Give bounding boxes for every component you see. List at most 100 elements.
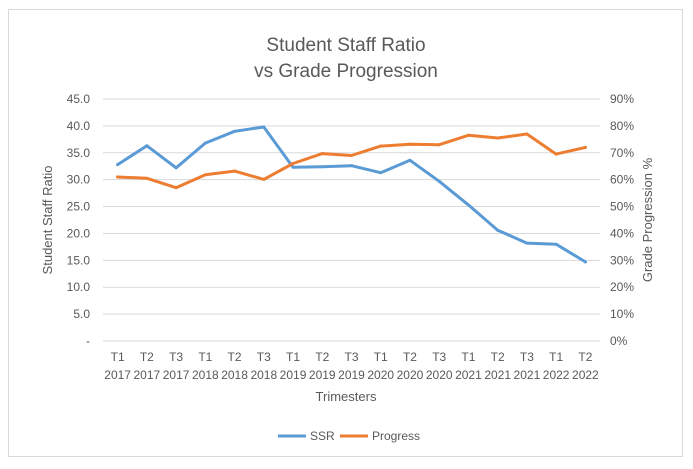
data-point-progress (233, 169, 237, 173)
x-axis-title: Trimesters (316, 389, 377, 404)
right-tick-label: 10% (610, 307, 634, 321)
left-tick-label: 10.0 (67, 280, 91, 294)
right-tick-label: 20% (610, 280, 634, 294)
data-point-progress (203, 173, 207, 177)
left-tick-label: 45.0 (67, 92, 91, 106)
x-tick-label-year: 2018 (250, 368, 277, 382)
right-tick-label: 70% (610, 146, 634, 160)
data-point-progress (554, 152, 558, 156)
data-point-progress (262, 177, 266, 181)
x-tick-label-term: T2 (140, 350, 154, 364)
data-point-ssr (262, 125, 266, 129)
series-lines (116, 125, 587, 264)
x-tick-label-year: 2020 (426, 368, 453, 382)
gridlines (103, 98, 600, 342)
legend-label-progress: Progress (372, 429, 420, 443)
left-tick-label: 40.0 (67, 119, 91, 133)
data-point-ssr (466, 203, 470, 207)
x-tick-label-year: 2017 (163, 368, 190, 382)
x-tick-label-term: T2 (403, 350, 417, 364)
x-tick-label-term: T2 (578, 350, 592, 364)
x-tick-label-year: 2022 (572, 368, 599, 382)
x-tick-label-term: T3 (169, 350, 183, 364)
data-point-ssr (233, 129, 237, 133)
x-tick-label-year: 2019 (338, 368, 365, 382)
right-tick-label: 50% (610, 200, 634, 214)
x-tick-label-year: 2017 (134, 368, 161, 382)
x-tick-label-year: 2020 (367, 368, 394, 382)
y-axis-left-title: Student Staff Ratio (40, 166, 55, 275)
right-tick-label: 30% (610, 253, 634, 267)
chart-title-line1: Student Staff Ratio (266, 35, 425, 56)
y-axis-right-title: Grade Progression % (640, 157, 655, 282)
legend: SSR Progress (278, 429, 420, 443)
data-point-progress (408, 142, 412, 146)
x-tick-label-year: 2020 (397, 368, 424, 382)
data-point-ssr (320, 165, 324, 169)
legend-label-ssr: SSR (310, 429, 335, 443)
left-tick-label: 35.0 (67, 146, 91, 160)
data-point-progress (174, 186, 178, 190)
x-tick-label-term: T1 (461, 350, 475, 364)
right-tick-label: 0% (610, 334, 628, 348)
left-tick-label: 25.0 (67, 200, 91, 214)
x-tick-label-term: T3 (257, 350, 271, 364)
x-tick-label-term: T2 (315, 350, 329, 364)
data-point-progress (496, 136, 500, 140)
data-point-ssr (583, 260, 587, 264)
data-point-ssr (203, 141, 207, 145)
data-point-progress (350, 153, 353, 157)
data-point-progress (583, 145, 587, 149)
x-tick-label-year: 2018 (221, 368, 248, 382)
data-point-progress (466, 133, 470, 137)
data-point-progress (291, 162, 295, 166)
data-point-ssr (379, 171, 383, 175)
data-point-ssr (350, 164, 353, 168)
data-point-ssr (291, 165, 295, 169)
data-point-progress (525, 132, 529, 136)
right-tick-label: 40% (610, 226, 634, 240)
data-point-ssr (496, 228, 500, 232)
data-point-progress (116, 175, 120, 179)
data-point-ssr (145, 144, 149, 148)
x-tick-label-year: 2021 (484, 368, 511, 382)
x-tick-label-term: T2 (491, 350, 505, 364)
x-tick-label-term: T2 (228, 350, 242, 364)
x-tick-label-term: T1 (111, 350, 125, 364)
left-tick-label: 30.0 (67, 173, 91, 187)
right-tick-label: 80% (610, 119, 634, 133)
left-tick-label: 15.0 (67, 253, 91, 267)
data-point-ssr (554, 242, 558, 246)
left-tick-label: 20.0 (67, 226, 91, 240)
left-tick-label: 5.0 (73, 307, 90, 321)
data-point-progress (379, 144, 383, 148)
series-line-ssr (116, 125, 587, 264)
x-tick-label-term: T3 (344, 350, 358, 364)
right-axis-ticks: 0% 10% 20% 30% 40% 50% 60% 70% 80% 90% (610, 92, 634, 348)
x-tick-label-year: 2018 (192, 368, 219, 382)
chart-title-line2: vs Grade Progression (254, 61, 438, 82)
left-tick-label: - (86, 334, 90, 348)
right-tick-label: 90% (610, 92, 634, 106)
data-point-ssr (408, 158, 412, 162)
x-tick-label-term: T3 (432, 350, 446, 364)
data-point-progress (145, 176, 149, 180)
left-axis-ticks: - 5.0 10.0 15.0 20.0 25.0 30.0 35.0 40.0 45.0 (67, 92, 91, 348)
data-point-ssr (174, 166, 178, 170)
x-tick-label-year: 2019 (309, 368, 336, 382)
x-tick-label-term: T1 (198, 350, 212, 364)
x-tick-label-year: 2022 (543, 368, 570, 382)
data-point-ssr (116, 163, 120, 167)
data-point-progress (320, 152, 324, 156)
x-tick-label-term: T3 (520, 350, 534, 364)
x-tick-label-term: T1 (286, 350, 300, 364)
x-tick-label-year: 2017 (104, 368, 131, 382)
data-point-ssr (525, 241, 529, 245)
data-point-ssr (437, 179, 441, 183)
x-tick-label-year: 2021 (455, 368, 482, 382)
x-tick-label-year: 2021 (514, 368, 541, 382)
x-axis-ticks: T1 2017 T2 2017 T3 2017 T1 2018 T2 2018 T3 2018 T1 20… (104, 350, 599, 382)
right-tick-label: 60% (610, 173, 634, 187)
data-point-progress (437, 143, 441, 147)
